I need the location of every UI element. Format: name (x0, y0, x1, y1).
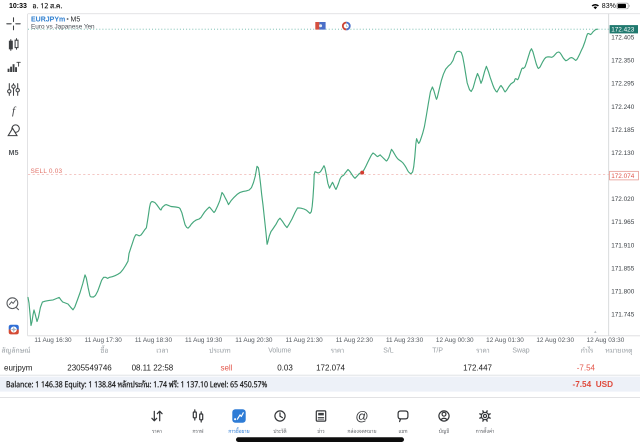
svg-text:171.800: 171.800 (611, 288, 635, 295)
svg-text:Volume: Volume (268, 348, 291, 355)
svg-text:11 Aug 18:30: 11 Aug 18:30 (135, 337, 173, 344)
svg-text:11 Aug 20:30: 11 Aug 20:30 (235, 337, 273, 344)
svg-text:S/L: S/L (383, 348, 394, 355)
svg-text:10:33: 10:33 (9, 3, 27, 10)
svg-text:08.11 22:58: 08.11 22:58 (132, 363, 174, 372)
svg-text:-7.54: -7.54 (577, 363, 596, 372)
svg-text:eurjpym: eurjpym (4, 363, 33, 372)
svg-text:f: f (12, 105, 17, 117)
svg-text:172.405: 172.405 (611, 35, 635, 42)
svg-text:12 Aug 03:30: 12 Aug 03:30 (587, 337, 625, 344)
svg-text:172.130: 172.130 (611, 150, 635, 157)
svg-text:12 Aug 00:30: 12 Aug 00:30 (436, 337, 474, 344)
svg-text:12 Aug 02:30: 12 Aug 02:30 (536, 337, 574, 344)
svg-text:172.074: 172.074 (316, 363, 345, 372)
svg-text:172.423: 172.423 (611, 27, 635, 34)
svg-text:171.965: 171.965 (611, 219, 635, 226)
svg-text:171.855: 171.855 (611, 265, 635, 272)
svg-text:11 Aug 21:30: 11 Aug 21:30 (285, 337, 323, 344)
svg-text:172.020: 172.020 (611, 196, 635, 203)
svg-text:SELL 0.03: SELL 0.03 (31, 168, 63, 175)
svg-text:171.745: 171.745 (611, 312, 635, 319)
svg-text:EURJPYm: EURJPYm (31, 16, 65, 23)
svg-text:172.447: 172.447 (463, 363, 492, 372)
svg-text:172.185: 172.185 (611, 127, 635, 134)
svg-text:11 Aug 17:30: 11 Aug 17:30 (85, 337, 123, 344)
svg-text:11 Aug 16:30: 11 Aug 16:30 (34, 337, 72, 344)
svg-text:Swap: Swap (512, 348, 529, 355)
svg-text:Euro vs Japanese Yen: Euro vs Japanese Yen (31, 24, 95, 31)
svg-text:172.074: 172.074 (611, 173, 635, 180)
svg-text:11 Aug 22:30: 11 Aug 22:30 (336, 337, 374, 344)
svg-text:11 Aug 19:30: 11 Aug 19:30 (185, 337, 223, 344)
svg-text:M5: M5 (71, 16, 81, 23)
svg-text:@: @ (355, 409, 368, 424)
svg-text:171.910: 171.910 (611, 242, 635, 249)
svg-text:11 Aug 23:30: 11 Aug 23:30 (386, 337, 424, 344)
svg-text:83%: 83% (602, 3, 616, 10)
svg-text:sell: sell (220, 363, 232, 372)
svg-text:-7.54 USD: -7.54 USD (573, 380, 614, 389)
svg-text:172.240: 172.240 (611, 104, 635, 111)
svg-text:172.350: 172.350 (611, 58, 635, 65)
svg-text:12 Aug 01:30: 12 Aug 01:30 (486, 337, 524, 344)
svg-text:T/P: T/P (432, 348, 443, 355)
svg-text:M5: M5 (9, 148, 19, 157)
svg-text:172.295: 172.295 (611, 81, 635, 88)
svg-text:2305549746: 2305549746 (67, 363, 112, 372)
svg-text:0.03: 0.03 (277, 363, 293, 372)
